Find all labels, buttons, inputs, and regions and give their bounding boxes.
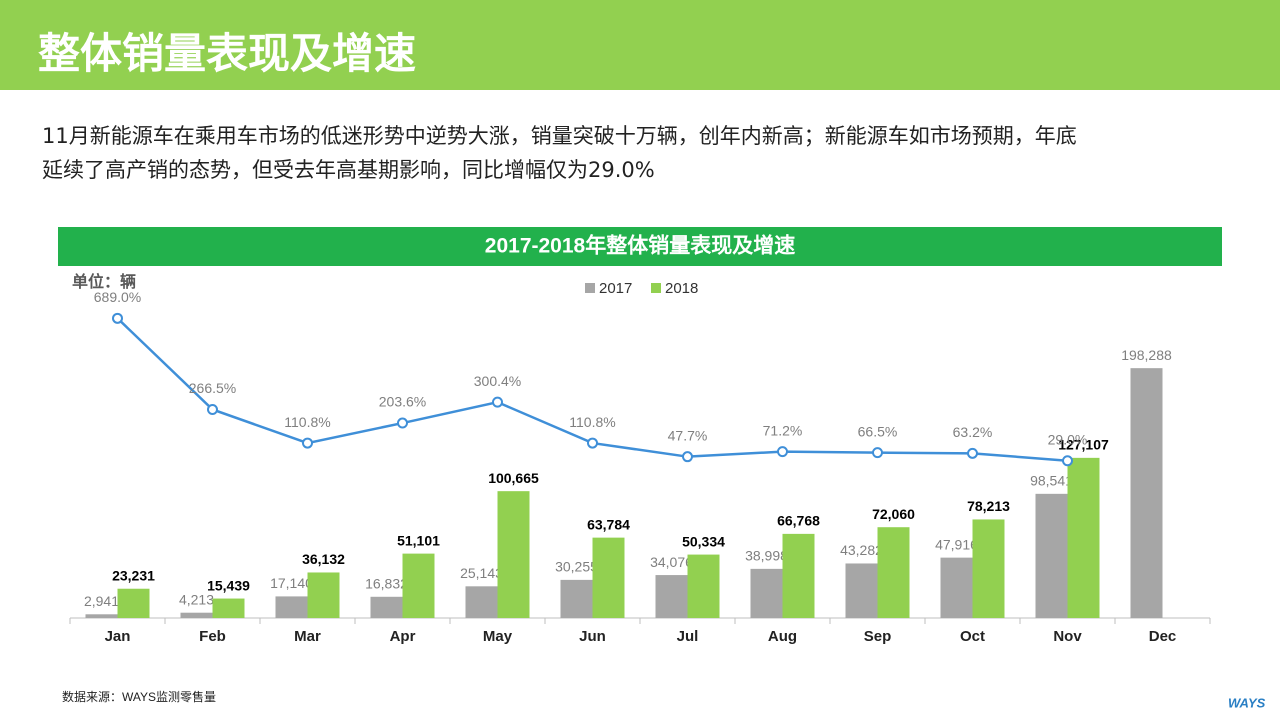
- x-tick-label: Jun: [579, 628, 606, 645]
- value-label: 98,541: [1030, 473, 1073, 489]
- x-tick-label: Aug: [768, 628, 797, 645]
- bar: [212, 598, 245, 618]
- value-label: 38,998: [745, 548, 788, 564]
- growth-marker: [872, 447, 883, 459]
- growth-marker: [302, 437, 313, 449]
- bar: [592, 537, 625, 618]
- x-tick-label: Dec: [1149, 628, 1177, 645]
- value-label: 30,255: [555, 559, 598, 575]
- logo: WAYS: [1228, 695, 1266, 710]
- description-line: 11月新能源车在乘用车市场的低迷形势中逆势大涨，销量突破十万辆，创年内新高；新能…: [42, 124, 1077, 148]
- x-tick-label: Nov: [1053, 628, 1082, 645]
- growth-marker: [397, 417, 408, 429]
- value-label: 36,132: [302, 551, 345, 567]
- value-label: 50,334: [682, 533, 725, 549]
- bar: [750, 568, 783, 618]
- chart-title-band: [58, 227, 1222, 266]
- growth-label: 110.8%: [284, 414, 330, 430]
- x-tick-label: Jul: [677, 628, 699, 645]
- chart-title: 2017-2018年整体销量表现及增速: [485, 234, 795, 258]
- value-label: 16,832: [365, 575, 408, 591]
- value-label: 198,288: [1121, 347, 1172, 363]
- legend-label: 2017: [599, 280, 632, 297]
- bar: [972, 519, 1005, 618]
- value-label: 2,941: [84, 593, 119, 609]
- bar: [465, 586, 498, 618]
- bar: [117, 588, 150, 618]
- value-label: 51,101: [397, 532, 440, 548]
- x-tick-label: Oct: [960, 628, 985, 645]
- value-label: 47,916: [935, 536, 978, 552]
- value-label: 4,213: [179, 591, 214, 607]
- bar: [402, 553, 435, 618]
- x-tick-label: Mar: [294, 628, 321, 645]
- value-label: 43,282: [840, 542, 883, 558]
- value-label: 23,231: [112, 567, 155, 583]
- growth-label: 300.4%: [474, 373, 521, 389]
- bar: [877, 527, 910, 618]
- growth-marker: [207, 403, 218, 415]
- bar: [687, 554, 720, 618]
- growth-label: 71.2%: [763, 422, 803, 438]
- value-label: 63,784: [587, 516, 630, 532]
- bar: [940, 557, 973, 618]
- value-label: 25,143: [460, 565, 503, 581]
- growth-marker: [682, 451, 693, 463]
- bar: [1035, 493, 1068, 618]
- legend-swatch: [585, 283, 595, 293]
- bar: [307, 572, 340, 618]
- bar: [655, 575, 688, 618]
- value-label: 66,768: [777, 513, 820, 529]
- growth-label: 203.6%: [379, 394, 426, 410]
- growth-label: 66.5%: [858, 423, 898, 439]
- growth-marker: [587, 437, 598, 449]
- bar: [1130, 368, 1163, 618]
- x-tick-label: Apr: [390, 628, 416, 645]
- growth-label: 266.5%: [189, 380, 236, 396]
- bar: [180, 612, 213, 618]
- value-label: 127,107: [1058, 437, 1109, 453]
- bar: [1067, 457, 1100, 618]
- bar: [845, 563, 878, 618]
- x-tick-label: Sep: [864, 628, 892, 645]
- value-label: 34,076: [650, 554, 693, 570]
- bar: [782, 533, 815, 618]
- growth-label: 63.2%: [953, 424, 993, 440]
- bar: [497, 491, 530, 618]
- growth-label: 47.7%: [668, 427, 708, 443]
- legend-label: 2018: [665, 280, 698, 297]
- description-line: 延续了高产销的态势，但受去年高基期影响，同比增幅仅为29.0%: [42, 158, 655, 182]
- growth-marker: [777, 446, 788, 458]
- header-band: 整体销量表现及增速: [0, 0, 1280, 90]
- x-tick-label: Jan: [105, 628, 131, 645]
- growth-label: 110.8%: [569, 414, 615, 430]
- header-title: 整体销量表现及增速: [38, 29, 417, 78]
- value-label: 15,439: [207, 577, 250, 593]
- bar: [275, 596, 308, 618]
- legend-swatch: [651, 283, 661, 293]
- x-tick-label: May: [483, 628, 513, 645]
- growth-marker: [492, 396, 503, 408]
- value-label: 78,213: [967, 498, 1010, 514]
- growth-label: 29.0%: [1048, 431, 1088, 447]
- growth-label: 689.0%: [94, 289, 141, 305]
- growth-marker: [112, 312, 123, 324]
- source-note: 数据来源：WAYS监测零售量: [62, 689, 216, 704]
- value-label: 72,060: [872, 506, 915, 522]
- unit-label: 单位：辆: [72, 272, 136, 291]
- value-label: 100,665: [488, 470, 539, 486]
- growth-marker: [1062, 455, 1073, 467]
- bar: [370, 596, 403, 618]
- x-tick-label: Feb: [199, 628, 226, 645]
- growth-marker: [967, 447, 978, 459]
- bar: [85, 614, 118, 618]
- bar: [560, 579, 593, 618]
- value-label: 17,140: [270, 575, 313, 591]
